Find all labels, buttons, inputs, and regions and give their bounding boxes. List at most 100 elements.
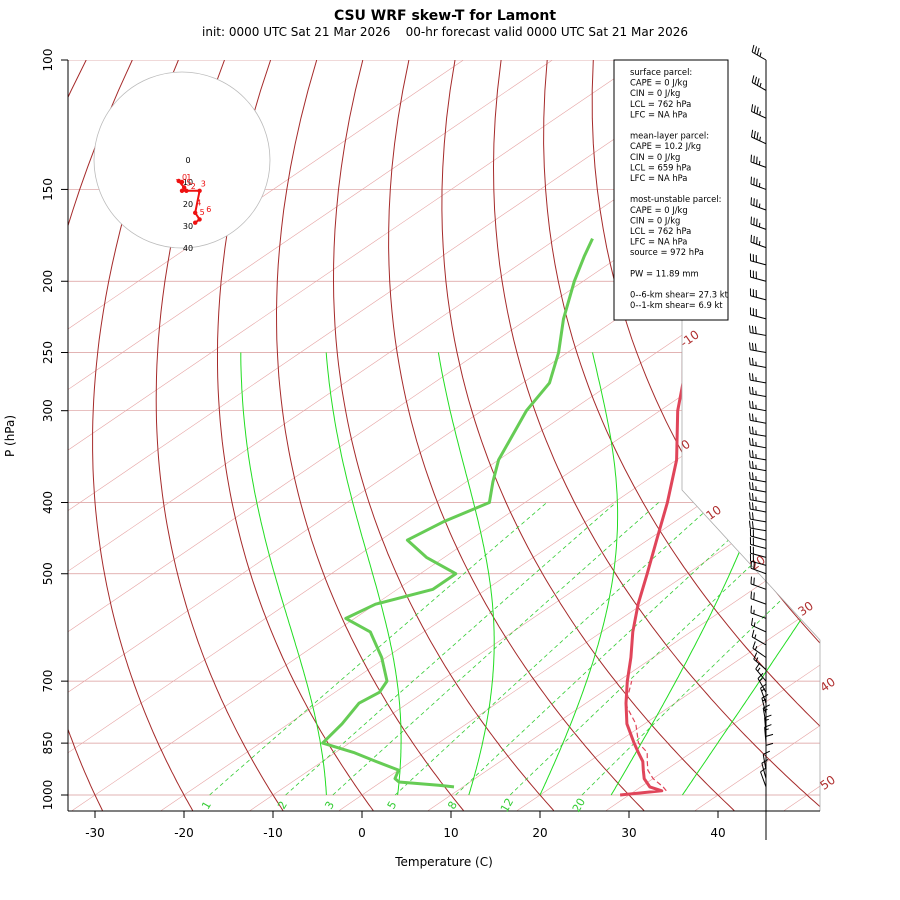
wind-barb-flag [750,560,752,569]
wind-barb-flag [753,217,755,225]
wind-barb-flag [763,750,770,755]
hodograph-label: 5 [200,208,205,217]
wind-barb-flag [753,592,755,600]
mixing-ratio-label: 5 [385,799,400,812]
dry-adiabat [155,60,284,811]
wind-barb-flag [751,325,754,334]
mixing-ratio-line [581,562,820,796]
wind-barb-flag [751,342,754,351]
x-tick-label: 40 [710,826,725,840]
hodograph-label: 1 [186,173,191,182]
parcel-legend: surface parcel:CAPE = 0 J/kg CIN = 0 J/kg… [613,59,729,321]
wind-barb-flag [764,718,769,722]
wind-barb-flag [756,218,758,226]
isotherm [427,543,820,811]
wind-barb-flag [748,426,751,434]
dewpoint-line [321,237,594,789]
mixing-ratio-line [332,502,659,796]
wind-barb-flag [762,698,767,702]
y-tick-label: 100 [41,49,55,72]
background-lines [68,60,820,811]
mixing-ratio-label: 8 [445,799,460,812]
legend-line: CAPE = 10.2 J/kg [630,141,701,151]
moist-adiabat [240,352,327,796]
x-tick-label: 20 [532,826,547,840]
wind-barb-flag [757,667,761,672]
wind-barb-flag [753,177,755,186]
hodograph-label: 0 [182,173,187,182]
hodograph-point [197,188,202,193]
wind-barb-flag [751,373,754,381]
wind-barb [750,612,767,619]
wind-barb-flag [753,198,755,206]
legend-line: CAPE = 0 J/kg [630,78,688,88]
wind-barb-flag [765,742,774,746]
wind-barb-flag [756,78,760,86]
hodograph-ring-label: 10 [183,178,193,187]
mixing-ratio-label: 3 [322,799,337,812]
legend-line: CIN = 0 J/kg [630,152,680,162]
mixing-ratio-label: 12 [498,796,516,815]
wind-barb-flag [751,44,755,53]
wind-barb-flag [748,492,751,500]
wind-barb-flag [753,105,756,113]
y-tick-label: 500 [41,562,55,585]
wind-barb-flag [756,178,758,187]
hodograph-point [182,185,187,190]
wind-barb-flag [751,461,754,469]
legend-line: most-unstable parcel: [630,194,721,204]
wind-barb-flag [753,622,756,627]
wind-barb-flag [761,758,769,764]
wind-barb-flag [755,657,759,662]
wind-barb-flag [751,386,754,395]
legend-line: surface parcel: [630,67,692,77]
wind-barb-flag [751,413,754,421]
y-tick-label: 150 [41,178,55,201]
hodograph-label: 2 [191,182,196,191]
hodograph-ring-label: 40 [183,244,193,253]
wind-barb-flag [759,111,761,116]
wind-barb-flag [757,672,764,679]
legend-box [613,59,729,321]
wind-barb-flag [752,641,756,649]
y-tick-label: 200 [41,270,55,293]
x-tick-label: 0 [358,826,366,840]
axes: -30 -20 -10 0 10 20 30 401001502002503004005007… [41,49,726,840]
moist-adiabat [539,352,619,796]
mixing-ratio-line [209,502,548,796]
hodograph-ring-label: 20 [183,200,193,209]
y-tick-label: 400 [41,491,55,514]
wind-barb-flag [760,683,767,689]
mixing-ratio-label: 1 [199,799,214,812]
wind-barb-flag [750,176,752,184]
wind-barb-flag [751,482,754,490]
mixing-ratio-line [455,502,770,796]
wind-barb-flag [748,437,751,446]
legend-line: 0--1-km shear= 6.9 kt [630,300,723,310]
hodograph-label: 6 [206,205,211,214]
legend-line: CIN = 0 J/kg [630,215,680,225]
dry-adiabat [68,60,133,811]
isotherm [516,604,820,811]
y-tick-label: 1000 [41,780,55,811]
dry-adiabat [492,60,820,808]
wind-barb-flag [763,708,768,712]
y-tick-label: 850 [41,732,55,755]
dry-adiabat [591,60,820,644]
isotherm [68,240,820,754]
wind-barb-flag [754,343,757,351]
wind-barb-flag [748,449,751,458]
isotherm [605,664,820,811]
legend-line: LCL = 762 hPa [630,99,691,109]
wind-barb-flag [754,646,758,651]
wind-barb-flag [748,520,751,529]
wind-barb-flag [759,52,762,57]
hodograph-point [193,220,198,225]
hodograph-point [197,217,202,222]
wind-barb-flag [753,130,756,139]
wind-barb-flag [750,197,752,205]
wind-barb-flag [750,234,752,243]
wind-barb-flag [764,728,769,731]
wind-barb-flag [753,652,758,660]
